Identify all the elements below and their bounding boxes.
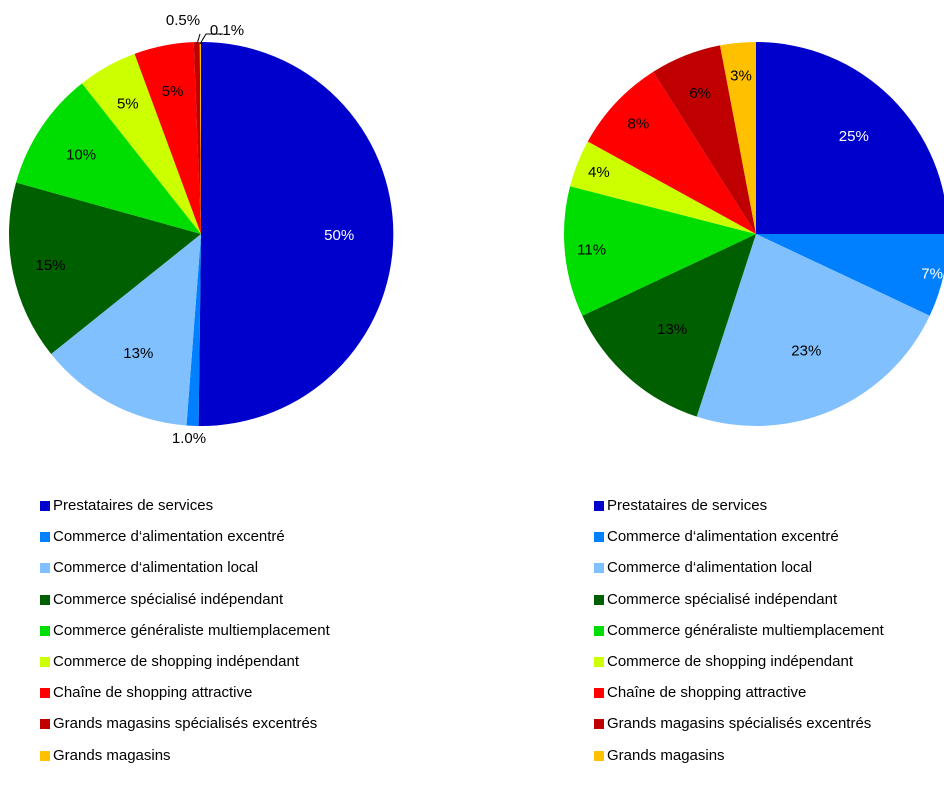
left-legend-label: Commerce de shopping indépendant <box>53 652 299 670</box>
right-legend-label: Commerce généraliste multiemplacement <box>607 621 884 639</box>
left-legend-swatch <box>40 501 50 511</box>
left-legend-item-grands-magasins-specialises-excentres: Grands magasins spécialisés excentrés <box>40 708 330 739</box>
right-legend-swatch <box>594 688 604 699</box>
left-slice-chaine-de-shopping-attractive <box>134 42 201 234</box>
right-slice-grands-magasins <box>720 42 756 234</box>
right-legend-label: Commerce d‘alimentation excentré <box>607 528 839 546</box>
right-legend-item-commerce-specialise-independant: Commerce spécialisé indépendant <box>594 584 884 615</box>
left-legend-swatch <box>40 563 50 574</box>
left-data-label-commerce-specialise-independant: 15% <box>35 257 65 274</box>
left-legend-swatch <box>40 656 50 667</box>
left-legend-item-chaine-de-shopping-attractive: Chaîne de shopping attractive <box>40 677 330 708</box>
left-legend-swatch <box>40 532 50 543</box>
left-legend-item-grands-magasins: Grands magasins <box>40 740 330 771</box>
right-data-label-commerce-d-alimentation-excentre: 7% <box>921 265 943 282</box>
right-data-label-prestataires-de-services: 25% <box>839 128 869 145</box>
right-data-label-commerce-specialise-independant: 13% <box>657 321 687 338</box>
left-slice-commerce-generaliste-multiemplacement <box>16 83 201 234</box>
left-legend-item-commerce-d-alimentation-local: Commerce d‘alimentation local <box>40 552 330 583</box>
right-slice-grands-magasins-specialises-excentres <box>653 45 756 235</box>
left-legend-item-commerce-generaliste-multiemplacement: Commerce généraliste multiemplacement <box>40 615 330 646</box>
right-legend-item-commerce-d-alimentation-local: Commerce d‘alimentation local <box>594 552 884 583</box>
left-data-label-commerce-d-alimentation-excentre: 1.0% <box>172 430 206 447</box>
left-leader-line-grands-magasins <box>199 33 223 45</box>
right-legend-swatch <box>594 656 604 667</box>
right-legend-item-commerce-generaliste-multiemplacement: Commerce généraliste multiemplacement <box>594 615 884 646</box>
right-slice-commerce-generaliste-multiemplacement <box>563 186 756 316</box>
right-legend-item-commerce-de-shopping-independant: Commerce de shopping indépendant <box>594 646 884 677</box>
right-legend-swatch <box>594 501 604 511</box>
left-legend-item-commerce-de-shopping-independant: Commerce de shopping indépendant <box>40 646 330 677</box>
left-data-label-prestataires-de-services: 50% <box>324 227 354 244</box>
left-legend-label: Commerce d‘alimentation local <box>53 559 259 577</box>
legend-left: Prestataires de services Commerce d‘alime… <box>40 490 330 771</box>
right-legend-label: Grands magasins spécialisés excentrés <box>607 715 872 733</box>
left-legend-label: Commerce généraliste multiemplacement <box>53 621 330 639</box>
right-legend-item-commerce-d-alimentation-excentre: Commerce d‘alimentation excentré <box>594 521 884 552</box>
left-legend-swatch <box>40 688 50 699</box>
left-legend-label: Commerce d‘alimentation excentré <box>53 528 285 546</box>
left-slice-commerce-specialise-independant <box>8 182 201 354</box>
left-data-label-commerce-d-alimentation-local: 13% <box>123 345 153 362</box>
right-slice-chaine-de-shopping-attractive <box>587 71 756 234</box>
right-legend-label: Commerce d‘alimentation local <box>607 559 813 577</box>
right-legend-swatch <box>594 594 604 605</box>
right-data-label-grands-magasins-specialises-excentres: 6% <box>689 85 711 102</box>
left-legend-item-commerce-d-alimentation-excentre: Commerce d‘alimentation excentré <box>40 521 330 552</box>
right-slice-commerce-d-alimentation-excentre <box>756 234 944 316</box>
right-legend-item-grands-magasins-specialises-excentres: Grands magasins spécialisés excentrés <box>594 708 884 739</box>
right-legend-swatch <box>594 532 604 543</box>
right-legend-item-chaine-de-shopping-attractive: Chaîne de shopping attractive <box>594 677 884 708</box>
left-legend-swatch <box>40 719 50 730</box>
left-slice-prestataires-de-services <box>198 41 394 426</box>
left-data-label-commerce-de-shopping-independant: 5% <box>117 95 139 112</box>
right-legend-swatch <box>594 719 604 730</box>
right-data-label-commerce-generaliste-multiemplacement: 11% <box>577 242 606 259</box>
left-legend-item-prestataires-de-services: Prestataires de services <box>40 490 330 521</box>
left-legend-label: Prestataires de services <box>53 497 214 514</box>
right-slice-commerce-de-shopping-independant <box>570 141 756 234</box>
left-slice-commerce-d-alimentation-excentre <box>186 234 201 426</box>
left-slice-grands-magasins <box>199 41 201 234</box>
left-slice-grands-magasins-specialises-excentres <box>193 42 201 234</box>
right-legend-item-grands-magasins: Grands magasins <box>594 740 884 771</box>
left-legend-swatch <box>40 594 50 605</box>
right-legend-label: Chaîne de shopping attractive <box>607 684 807 702</box>
legend-right: Prestataires de services Commerce d‘alime… <box>594 490 884 771</box>
right-data-label-chaine-de-shopping-attractive: 8% <box>628 116 650 133</box>
left-slice-commerce-d-alimentation-local <box>51 234 201 426</box>
left-legend-item-commerce-specialise-independant: Commerce spécialisé indépendant <box>40 584 330 615</box>
left-legend-label: Grands magasins <box>53 746 171 764</box>
pie-chart-left: 50% 1.0% 13% 15% 10% 5% 5% 0.5% 0.1% <box>8 12 394 447</box>
left-data-label-grands-magasins-specialises-excentres: 0.5% <box>166 12 200 29</box>
left-data-label-commerce-generaliste-multiemplacement: 10% <box>66 146 96 163</box>
left-legend-label: Chaîne de shopping attractive <box>53 684 253 702</box>
right-legend-swatch <box>594 625 604 636</box>
right-slice-commerce-specialise-independant <box>582 234 756 417</box>
left-data-label-grands-magasins: 0.1% <box>210 22 244 39</box>
left-data-label-chaine-de-shopping-attractive: 5% <box>162 83 184 100</box>
right-data-label-grands-magasins: 3% <box>730 67 752 84</box>
right-data-label-commerce-d-alimentation-local: 23% <box>791 342 821 359</box>
pie-chart-right: 25% 7% 23% 13% 11% 4% 8% 6% 3% <box>563 42 944 426</box>
right-data-label-commerce-de-shopping-independant: 4% <box>588 164 610 181</box>
right-legend-label: Commerce de shopping indépendant <box>607 652 853 670</box>
left-legend-label: Grands magasins spécialisés excentrés <box>53 715 318 733</box>
right-legend-item-prestataires-de-services: Prestataires de services <box>594 490 884 521</box>
right-legend-swatch <box>594 750 604 761</box>
left-legend-swatch <box>40 625 50 636</box>
right-legend-swatch <box>594 563 604 574</box>
right-slice-commerce-d-alimentation-local <box>696 234 930 426</box>
right-legend-label: Commerce spécialisé indépendant <box>607 590 838 608</box>
left-legend-label: Commerce spécialisé indépendant <box>53 590 284 608</box>
left-legend-swatch <box>40 750 50 761</box>
left-leader-line-grands-magasins-specialises-excentres <box>196 33 201 45</box>
right-legend-label: Grands magasins <box>607 746 725 764</box>
right-slice-prestataires-de-services <box>756 42 944 234</box>
right-legend-label: Prestataires de services <box>607 497 768 514</box>
left-slice-commerce-de-shopping-independant <box>81 53 201 234</box>
